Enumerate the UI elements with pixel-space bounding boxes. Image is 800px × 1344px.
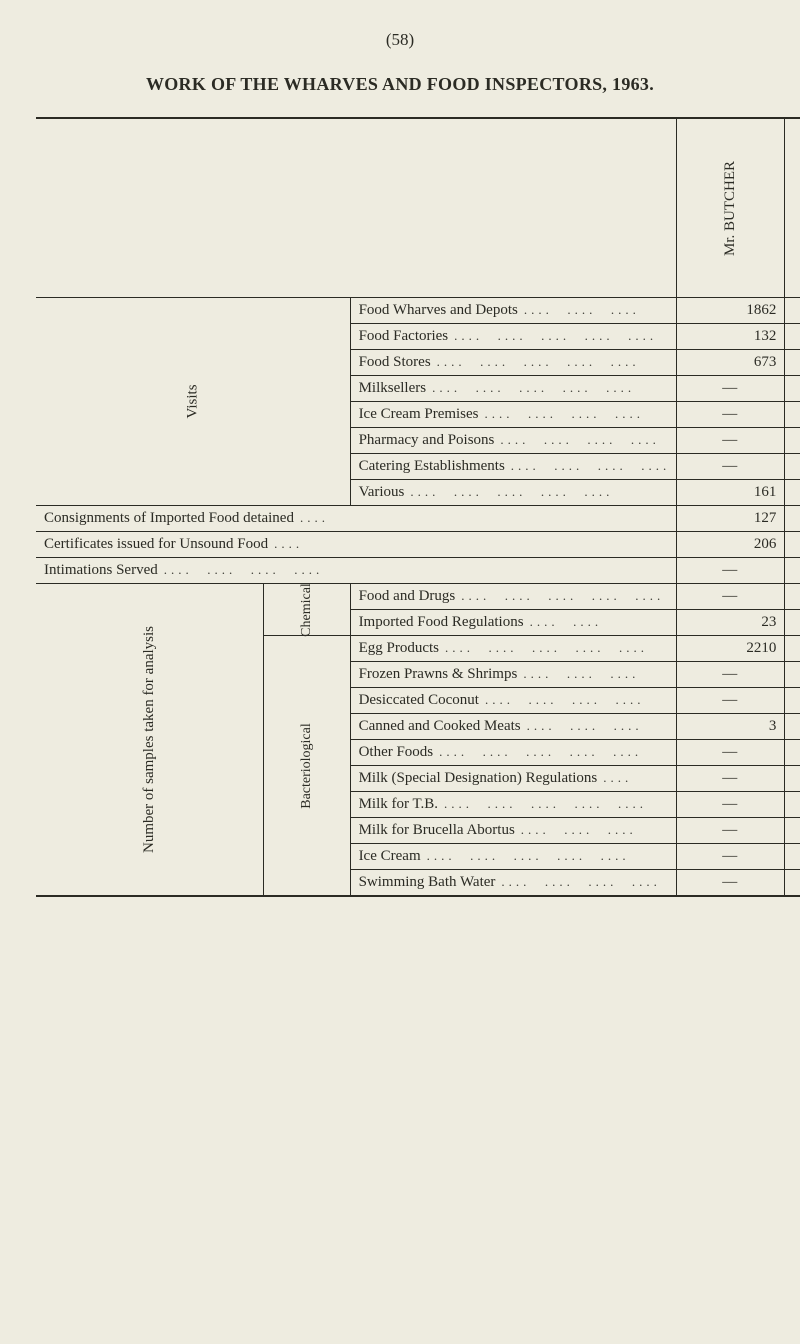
table-row: Intimations Served.... .... .... .... ——… (36, 558, 800, 584)
table-row: Consignments of Imported Food detained..… (36, 506, 800, 532)
side-visits: Visits (36, 298, 350, 506)
side-bacteriological: Bacteriological (264, 636, 351, 897)
col-tapsfield: Mr. TAPSFIELD (785, 118, 800, 298)
header-blank (36, 118, 677, 298)
row-desc: Food Wharves and Depots.... .... .... (350, 298, 677, 324)
document-title: WORK OF THE WHARVES AND FOOD INSPECTORS,… (36, 74, 764, 95)
table-row: Visits Food Wharves and Depots.... .... … (36, 298, 800, 324)
table-body: Visits Food Wharves and Depots.... .... … (36, 298, 800, 897)
table-row: Number of samples taken for analysis Che… (36, 584, 800, 610)
side-analysis: Number of samples taken for analysis (36, 584, 264, 897)
col-butcher: Mr. BUTCHER (677, 118, 785, 298)
cell: 1515 (785, 298, 800, 324)
table-row: Certificates issued for Unsound Food....… (36, 532, 800, 558)
cell: 1862 (677, 298, 785, 324)
page-number: (58) (36, 30, 764, 50)
side-chemical: Chemical (264, 584, 351, 636)
inspectors-table: Mr. BUTCHER Mr. TAPSFIELD Mr. CAMPBELL M… (36, 117, 800, 897)
header-row: Mr. BUTCHER Mr. TAPSFIELD Mr. CAMPBELL M… (36, 118, 800, 298)
